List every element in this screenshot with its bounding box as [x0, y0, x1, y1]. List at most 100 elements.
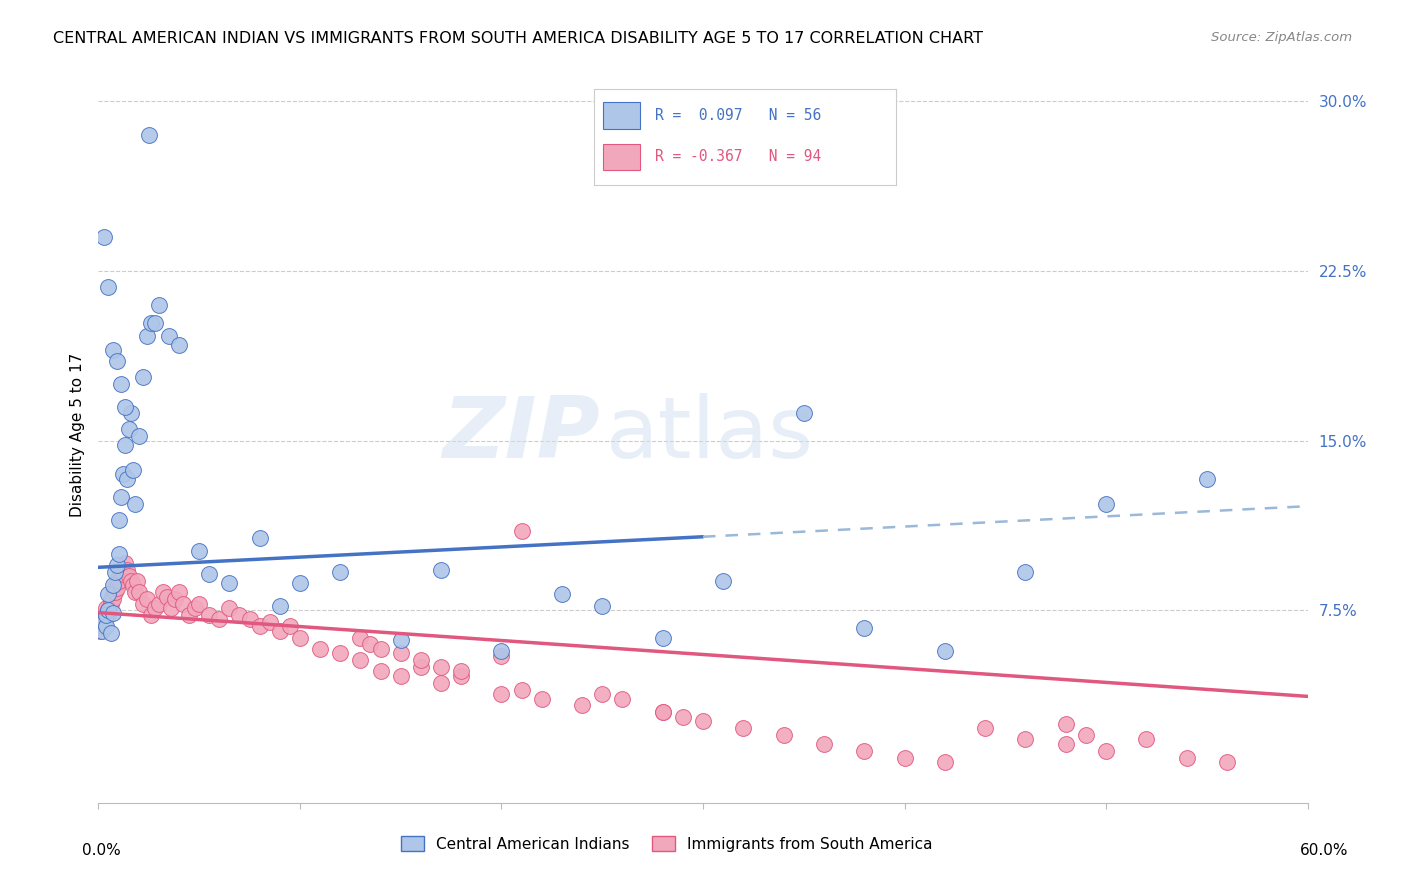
Point	[179, 607, 201, 622]
Point	[349, 631, 371, 645]
Point	[591, 599, 613, 613]
Point	[100, 626, 122, 640]
Point	[156, 590, 179, 604]
Point	[97, 279, 120, 293]
Point	[172, 597, 194, 611]
Point	[491, 687, 513, 701]
Point	[120, 574, 142, 588]
Point	[110, 563, 132, 577]
Point	[228, 607, 250, 622]
Point	[148, 597, 170, 611]
Point	[152, 585, 174, 599]
Point	[118, 569, 141, 583]
Point	[893, 750, 915, 764]
Text: CENTRAL AMERICAN INDIAN VS IMMIGRANTS FROM SOUTH AMERICA DISABILITY AGE 5 TO 17 : CENTRAL AMERICAN INDIAN VS IMMIGRANTS FR…	[53, 31, 983, 46]
Point	[218, 601, 240, 615]
Point	[389, 646, 412, 660]
Point	[692, 714, 714, 729]
Point	[93, 610, 115, 624]
Point	[101, 592, 124, 607]
Point	[1095, 497, 1118, 511]
Point	[93, 229, 115, 244]
Point	[1195, 472, 1218, 486]
Point	[132, 597, 155, 611]
Point	[107, 574, 129, 588]
Point	[1095, 744, 1118, 758]
Legend: Central American Indians, Immigrants from South America: Central American Indians, Immigrants fro…	[395, 830, 939, 858]
Point	[107, 513, 129, 527]
Point	[329, 565, 352, 579]
Point	[288, 631, 311, 645]
Point	[1054, 737, 1077, 751]
Point	[430, 563, 453, 577]
Point	[1216, 755, 1239, 769]
Point	[409, 653, 432, 667]
Point	[138, 128, 160, 142]
Point	[360, 637, 382, 651]
Point	[125, 574, 148, 588]
Point	[239, 612, 262, 626]
Point	[1175, 750, 1198, 764]
Point	[309, 641, 332, 656]
Point	[813, 737, 835, 751]
Point	[139, 316, 162, 330]
Point	[160, 601, 183, 615]
Point	[510, 682, 533, 697]
Point	[91, 624, 114, 638]
Point	[934, 755, 956, 769]
Point	[530, 691, 553, 706]
Point	[111, 467, 134, 482]
Point	[551, 587, 574, 601]
Point	[100, 592, 122, 607]
Point	[853, 622, 876, 636]
Point	[114, 438, 136, 452]
Point	[249, 619, 271, 633]
Point	[143, 601, 166, 615]
Point	[510, 524, 533, 538]
Point	[143, 316, 166, 330]
Point	[101, 578, 124, 592]
Point	[1014, 732, 1036, 747]
Point	[128, 429, 150, 443]
Point	[389, 669, 412, 683]
Text: ZIP: ZIP	[443, 393, 600, 476]
Point	[349, 653, 371, 667]
Point	[103, 581, 125, 595]
Point	[121, 463, 143, 477]
Point	[269, 624, 291, 638]
Point	[135, 592, 157, 607]
Point	[288, 576, 311, 591]
Text: Source: ZipAtlas.com: Source: ZipAtlas.com	[1212, 31, 1353, 45]
Point	[105, 576, 128, 591]
Point	[1014, 565, 1036, 579]
Point	[167, 338, 190, 352]
Point	[101, 606, 124, 620]
Point	[259, 615, 281, 629]
Point	[97, 587, 120, 601]
Point	[118, 422, 141, 436]
Point	[115, 563, 138, 577]
Point	[651, 705, 673, 719]
Point	[329, 646, 352, 660]
Point	[591, 687, 613, 701]
Point	[163, 592, 186, 607]
Point	[853, 744, 876, 758]
Point	[114, 400, 136, 414]
Point	[188, 544, 211, 558]
Point	[651, 705, 673, 719]
Point	[120, 406, 142, 420]
Point	[93, 615, 115, 629]
Point	[167, 585, 190, 599]
Point	[103, 565, 125, 579]
Text: 0.0%: 0.0%	[82, 843, 121, 857]
Point	[139, 607, 162, 622]
Point	[934, 644, 956, 658]
Point	[188, 597, 211, 611]
Point	[672, 710, 695, 724]
Point	[97, 607, 120, 622]
Point	[711, 574, 734, 588]
Point	[97, 603, 120, 617]
Point	[107, 547, 129, 561]
Point	[111, 567, 134, 582]
Point	[269, 599, 291, 613]
